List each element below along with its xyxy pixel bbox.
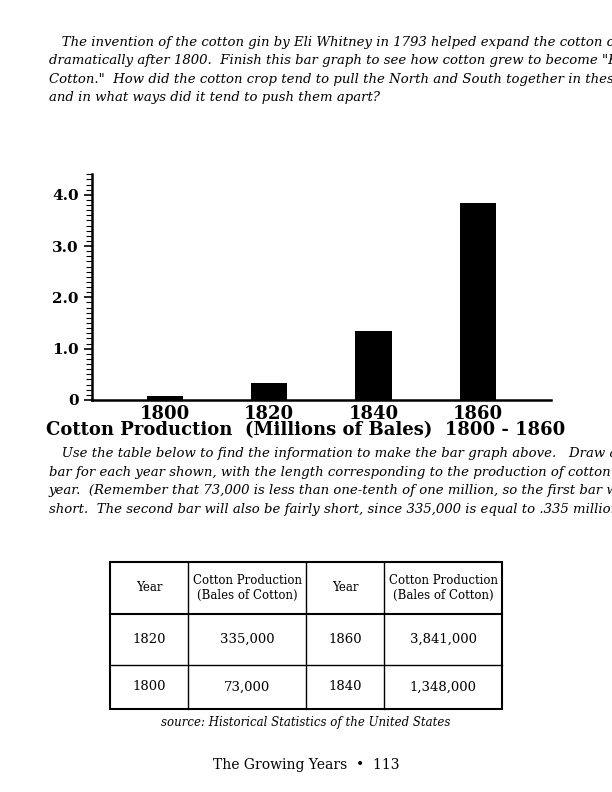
Text: 1840: 1840: [329, 680, 362, 693]
Text: Cotton Production
(Bales of Cotton): Cotton Production (Bales of Cotton): [389, 574, 498, 602]
Text: 3,841,000: 3,841,000: [409, 633, 477, 645]
Bar: [460, 203, 496, 400]
Bar: [355, 331, 392, 400]
Text: 1800: 1800: [133, 680, 166, 693]
Text: Use the table below to find the information to make the bar graph above.   Draw : Use the table below to find the informat…: [49, 447, 612, 516]
Bar: [146, 396, 183, 400]
Text: The invention of the cotton gin by Eli Whitney in 1793 helped expand the cotton : The invention of the cotton gin by Eli W…: [49, 36, 612, 104]
Text: Year: Year: [332, 581, 359, 595]
Text: Cotton Production  (Millions of Bales)  1800 - 1860: Cotton Production (Millions of Bales) 18…: [47, 421, 565, 440]
Text: Year: Year: [136, 581, 163, 595]
Text: source: Historical Statistics of the United States: source: Historical Statistics of the Uni…: [162, 716, 450, 729]
Text: The Growing Years  •  113: The Growing Years • 113: [213, 758, 399, 772]
Text: 73,000: 73,000: [224, 680, 271, 693]
Text: 1,348,000: 1,348,000: [409, 680, 477, 693]
Text: 335,000: 335,000: [220, 633, 275, 645]
Text: Cotton Production
(Bales of Cotton): Cotton Production (Bales of Cotton): [193, 574, 302, 602]
Text: 1820: 1820: [133, 633, 166, 645]
Text: 1860: 1860: [329, 633, 362, 645]
Bar: [251, 383, 288, 400]
